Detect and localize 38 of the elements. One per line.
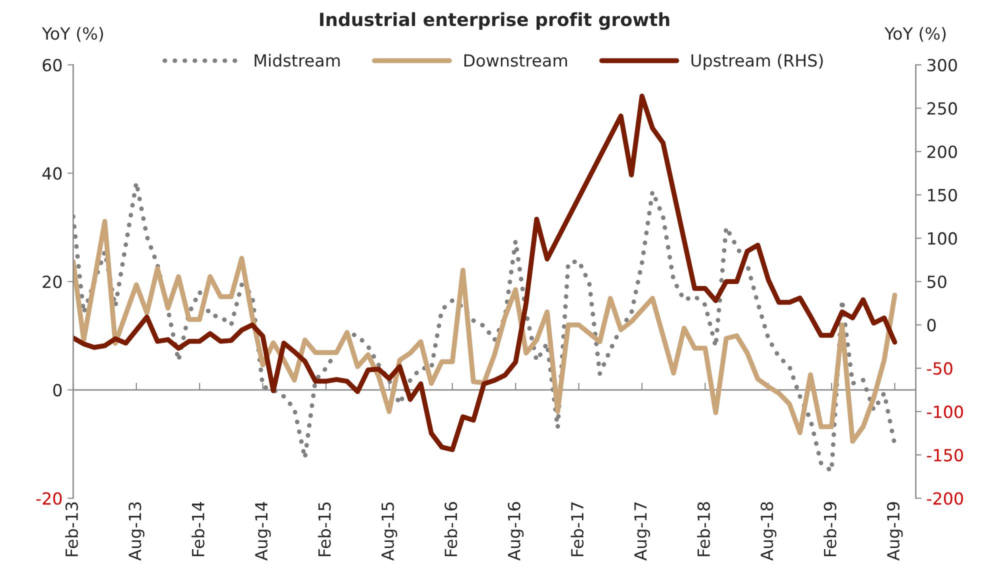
x-tick-label: Aug-15 <box>382 502 398 561</box>
x-tick-label: Feb-18 <box>697 502 710 556</box>
y2-tick-label: 150 <box>928 188 957 202</box>
y2-tick-label: -100 <box>927 406 963 418</box>
x-tick-label: Feb-19 <box>823 502 836 556</box>
legend-label: Downstream <box>464 54 567 67</box>
x-tick-label: Feb-14 <box>192 502 204 556</box>
y2-tick-label: 100 <box>928 232 957 245</box>
y-tick-label: 40 <box>42 167 62 180</box>
y2-tick-label: -200 <box>927 492 963 505</box>
y2-tick-label: 50 <box>928 276 946 288</box>
line-series <box>73 94 898 452</box>
x-tick-label: Aug-16 <box>508 502 524 561</box>
legend-label: Midstream <box>254 54 340 67</box>
x-tick-label: Feb-15 <box>318 502 331 556</box>
x-tick-label: Aug-13 <box>128 502 144 561</box>
y2-tick-label: 250 <box>927 102 957 115</box>
y2-tick-label: 0 <box>927 318 936 332</box>
y-tick-label: 0 <box>53 384 62 396</box>
y2-tick-label: -150 <box>927 448 963 462</box>
y-axis-title: YoY (%) <box>42 26 103 42</box>
y-tick-label: 20 <box>42 276 62 288</box>
y-tick-label: -20 <box>36 492 62 505</box>
x-tick-label: Aug-19 <box>886 502 903 561</box>
x-tick-label: Aug-17 <box>634 502 650 561</box>
y2-tick-label: 200 <box>927 146 957 158</box>
x-tick-label: Aug-14 <box>255 502 271 561</box>
chart-title: Industrial enterprise profit growth <box>320 12 670 30</box>
y2-axis-title: YoY (%) <box>884 26 946 42</box>
x-tick-label: Feb-13 <box>65 502 78 556</box>
legend-label: Upstream (RHS) <box>692 54 823 70</box>
x-tick-label: Feb-17 <box>570 502 584 556</box>
y-tick-label: 60 <box>42 58 62 72</box>
y2-tick-label: 300 <box>928 58 957 72</box>
x-tick-label: Feb-16 <box>444 502 458 556</box>
y2-tick-label: -50 <box>927 362 952 375</box>
x-tick-label: Aug-18 <box>760 502 776 561</box>
line-series <box>73 218 898 444</box>
